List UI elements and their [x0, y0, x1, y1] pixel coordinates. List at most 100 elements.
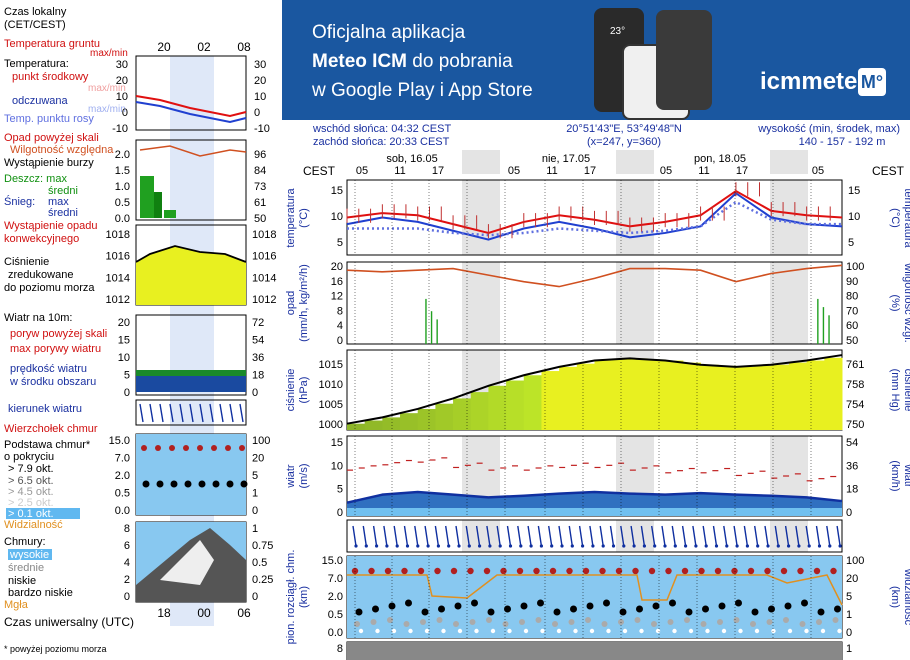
- temp-tick-left: 10: [331, 211, 343, 223]
- legend-cloud-base-dot: [240, 480, 248, 488]
- legend-text: Temp. punktu rosy: [4, 113, 94, 125]
- wind-arrow-head: [745, 544, 750, 548]
- cloud-top-dot: [780, 567, 788, 575]
- legend-text: Śnieg:: [4, 195, 35, 208]
- wind-arrow-head: [684, 544, 688, 548]
- wind-arrow: [548, 525, 553, 547]
- day-label: sob, 16.05: [386, 153, 437, 165]
- wind-arrow: [702, 525, 707, 547]
- banner-text[interactable]: Oficjalna aplikacja Meteo ICM do pobrani…: [312, 18, 533, 105]
- wind-tick-right: 36: [846, 460, 858, 472]
- wind-arrow: [403, 525, 409, 547]
- legend-panel-frame: [135, 55, 247, 131]
- temp-series-line: [346, 191, 843, 241]
- cloud-top-dot: [648, 567, 656, 575]
- wind-tick-right: 0: [846, 507, 852, 519]
- legend-text: zredukowane: [8, 269, 73, 281]
- legend-cloud-tick-right: 20: [252, 453, 264, 465]
- wind-arrow-head: [797, 544, 801, 548]
- legend-wind-arrow: [219, 403, 224, 423]
- legend-cloud-base-dot: [184, 480, 192, 488]
- legend-clouds-tick-right: 0.25: [252, 574, 273, 586]
- legend-text: > 4.5 okt.: [8, 486, 54, 498]
- legend-precip-tick-left: 1.0: [115, 181, 130, 193]
- legend-cloud-tick-left: 0.0: [115, 505, 130, 517]
- panel-ylabel: opad: [285, 291, 297, 315]
- cloud-top-dot: [615, 567, 623, 575]
- legend-wind-tick-right: 0: [252, 387, 258, 399]
- cloud-base-dot-low: [634, 617, 641, 623]
- cloud-cover-strip: [347, 642, 842, 660]
- legend-humidity-line: [139, 145, 247, 157]
- humidity-line: [346, 264, 843, 288]
- legend-precip-tick-left: 0.5: [115, 197, 130, 209]
- cloud-base-dot-low: [469, 619, 476, 625]
- wind-arrow-head: [673, 544, 677, 548]
- cloud-top-dot: [450, 567, 458, 575]
- wind-tick-left: 0: [337, 507, 343, 519]
- cloud2-tick-left: 8: [337, 643, 343, 655]
- cest-label-left: CEST: [303, 164, 336, 178]
- pressure-tick-right: 761: [846, 359, 864, 371]
- wind-arrow: [784, 525, 790, 547]
- wind-arrow: [826, 525, 831, 547]
- cloud-base-dot-min: [589, 628, 595, 634]
- cloud-base-dot-min: [655, 628, 661, 634]
- cloud-tick-left: 15.0: [322, 555, 343, 567]
- wind-arrow: [630, 525, 635, 547]
- cloud-base-dot-min: [573, 628, 578, 634]
- legend-hour: 02: [197, 40, 211, 54]
- legend-text: > 2.5 okt.: [8, 497, 54, 509]
- legend-temp-tick-right: -10: [254, 123, 270, 135]
- wind-arrow: [578, 525, 584, 547]
- cloud-base-dot-low: [816, 619, 822, 625]
- cloud-base-dot-low: [585, 617, 591, 623]
- pressure-tick-right: 758: [846, 379, 864, 391]
- cloud-base-dot: [619, 608, 627, 616]
- legend-cloud-base-dot: [142, 480, 150, 488]
- day-label: pon, 18.05: [694, 153, 746, 165]
- cloud-top-dot: [549, 567, 557, 575]
- cloud-base-dot: [801, 599, 808, 607]
- cloud-top-dot: [533, 567, 540, 575]
- legend-pressure-tick-right: 1012: [252, 294, 276, 306]
- cloud-top-dot: [731, 567, 738, 575]
- wind-arrow-head: [467, 544, 471, 548]
- wind-arrow-head: [787, 544, 791, 548]
- legend-precip-tick-left: 2.0: [115, 149, 130, 161]
- local-time-label: Czas lokalny: [4, 6, 67, 18]
- wind-low-band: [347, 508, 842, 516]
- cest-label-right: CEST: [872, 164, 905, 178]
- wind-arrow-head: [776, 544, 780, 548]
- cloud-base-dot: [388, 602, 396, 610]
- cloud-base-dot-low: [453, 621, 459, 627]
- legend-text: Wiatr na 10m:: [4, 312, 72, 324]
- legend-cloud-base-dot: [156, 480, 164, 488]
- legend-text: średni: [48, 185, 78, 197]
- wind-arrow: [352, 525, 357, 547]
- cloud-top-dot: [632, 567, 639, 575]
- wind-arrow: [465, 525, 470, 547]
- cloud-top-dot: [434, 567, 441, 575]
- wind-arrow: [383, 525, 388, 547]
- legend-rain-bar: [140, 176, 154, 218]
- cloud-base-dot-min: [622, 628, 628, 634]
- cloud-base-dot-min: [490, 628, 496, 634]
- legend-text: max/min: [88, 104, 126, 115]
- wind-arrow: [712, 525, 718, 547]
- legend-temp-tick-right: 20: [254, 75, 266, 87]
- cloud-tick-right: 20: [846, 573, 858, 585]
- cloud-base-dot: [570, 605, 577, 613]
- legend-wind-arrow: [139, 403, 144, 423]
- cloud-base-dot-min: [721, 628, 727, 634]
- precip-tick-right: 50: [846, 335, 858, 347]
- precip-tick-left: 0: [337, 335, 343, 347]
- cloud-top-dot: [417, 567, 425, 575]
- wind-arrow-head: [519, 544, 523, 548]
- panel-frame: [346, 261, 843, 345]
- wind-tick-left: 10: [331, 460, 343, 472]
- cloud-top-dot: [797, 567, 804, 575]
- hour-label: 11: [698, 165, 709, 177]
- cloud-base-dot: [718, 602, 726, 610]
- legend-precip-tick-right: 61: [254, 197, 266, 209]
